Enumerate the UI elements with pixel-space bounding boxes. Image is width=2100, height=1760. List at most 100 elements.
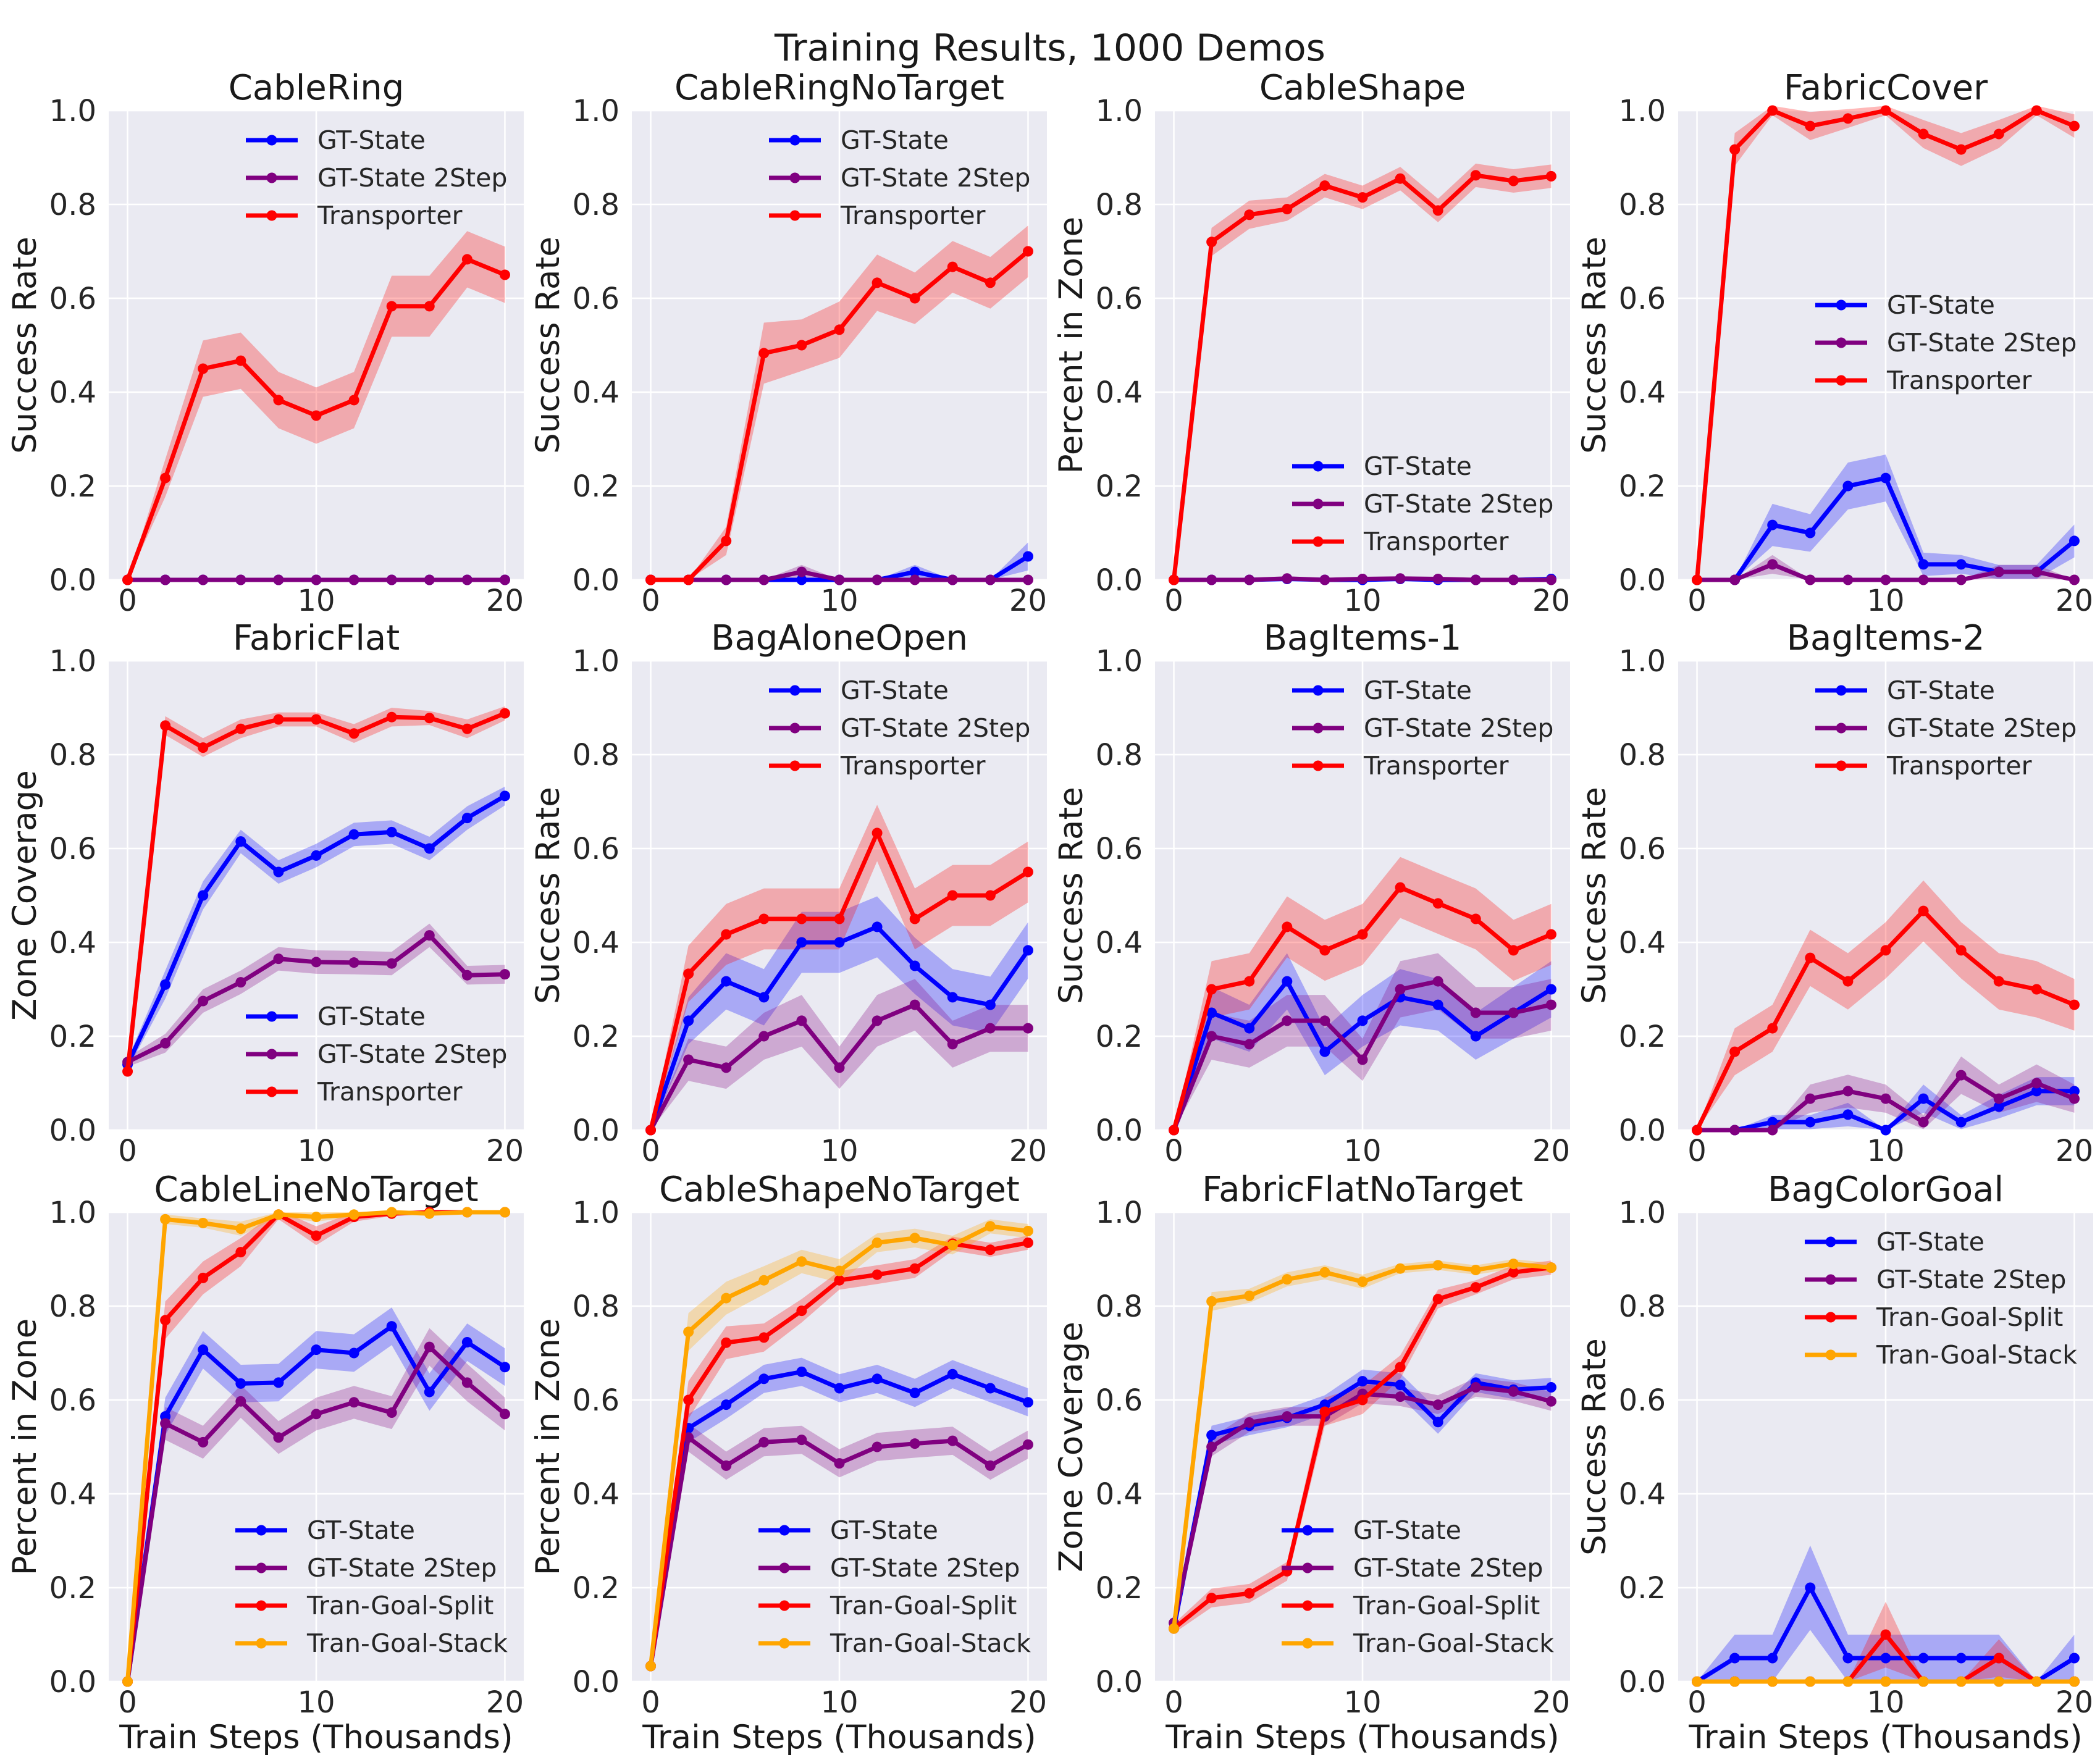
y-tick-label: 0.6 bbox=[573, 832, 620, 866]
legend-label: Transporter bbox=[1886, 366, 2032, 395]
data-point-tran-goal-stack bbox=[311, 1212, 322, 1223]
legend-marker bbox=[266, 210, 277, 221]
data-point-gt-state bbox=[386, 826, 397, 837]
legend-marker bbox=[1836, 685, 1847, 696]
x-tick-label: 0 bbox=[641, 584, 660, 618]
data-point-gt-state bbox=[834, 1383, 845, 1394]
legend-label: Transporter bbox=[840, 201, 986, 230]
x-tick-label: 0 bbox=[1164, 1685, 1183, 1720]
legend-marker bbox=[256, 1525, 267, 1536]
series-band-transporter bbox=[1697, 880, 2075, 1130]
legend-label: GT-State bbox=[1887, 290, 1995, 320]
data-point-gt-state bbox=[1282, 976, 1293, 987]
data-point-gt-state-2step bbox=[424, 1341, 435, 1352]
data-point-gt-state-2step bbox=[872, 1015, 883, 1026]
data-point-transporter bbox=[1206, 237, 1217, 248]
data-point-tran-goal-split bbox=[909, 1263, 920, 1274]
data-point-tran-goal-stack bbox=[198, 1217, 209, 1228]
series-band-gt-state bbox=[650, 896, 1028, 1130]
data-point-tran-goal-split bbox=[1244, 1588, 1255, 1599]
data-point-tran-goal-stack bbox=[160, 1213, 171, 1225]
y-tick-label: 1.0 bbox=[573, 644, 620, 679]
data-point-tran-goal-stack bbox=[1918, 1676, 1929, 1687]
legend-marker bbox=[789, 723, 800, 734]
data-point-gt-state-2step bbox=[1022, 1439, 1033, 1450]
legend-item-gt-state: GT-State bbox=[1282, 1515, 1461, 1545]
data-point-gt-state-2step bbox=[758, 1031, 770, 1042]
data-point-tran-goal-split bbox=[796, 1305, 807, 1317]
data-point-tran-goal-stack bbox=[499, 1207, 510, 1218]
data-point-transporter bbox=[1319, 945, 1330, 956]
data-point-gt-state-2step bbox=[499, 969, 510, 980]
x-tick-label: 10 bbox=[820, 584, 858, 618]
data-point-gt-state bbox=[499, 1362, 510, 1373]
legend-item-gt-state-2step: GT-State 2Step bbox=[1292, 489, 1553, 519]
data-point-gt-state bbox=[796, 574, 807, 585]
data-point-gt-state bbox=[1432, 999, 1443, 1010]
data-point-tran-goal-stack bbox=[1955, 1676, 1967, 1687]
legend-label: GT-State bbox=[307, 1515, 415, 1545]
data-point-transporter bbox=[1470, 170, 1481, 181]
y-axis-label: Zone Coverage bbox=[1052, 1322, 1090, 1572]
data-point-gt-state-2step bbox=[1955, 574, 1967, 585]
panel-title: CableRingNoTarget bbox=[674, 68, 1004, 108]
y-tick-label: 1.0 bbox=[1096, 644, 1143, 679]
legend: GT-State GT-State 2Step Transporter bbox=[246, 125, 507, 230]
legend-marker bbox=[1836, 723, 1847, 734]
data-point-tran-goal-stack bbox=[758, 1275, 770, 1286]
legend-marker bbox=[1302, 1562, 1313, 1574]
data-point-gt-state bbox=[424, 843, 435, 854]
legend-marker bbox=[1836, 337, 1847, 348]
data-point-gt-state-2step bbox=[834, 1458, 845, 1469]
data-point-gt-state bbox=[2068, 535, 2080, 547]
panel-title: FabricFlat bbox=[233, 618, 400, 658]
legend-marker bbox=[1836, 375, 1847, 386]
panel-title: BagItems-1 bbox=[1264, 618, 1462, 658]
data-point-gt-state-2step bbox=[386, 1407, 397, 1418]
series-band-tran-goal-split bbox=[1697, 1601, 2075, 1682]
data-point-gt-state bbox=[947, 1368, 958, 1380]
data-point-transporter bbox=[311, 410, 322, 421]
x-tick-label: 20 bbox=[1532, 1685, 1570, 1720]
data-point-tran-goal-stack bbox=[834, 1265, 845, 1276]
panel-title: CableShapeNoTarget bbox=[659, 1170, 1020, 1210]
data-point-tran-goal-split bbox=[1319, 1406, 1330, 1417]
legend: GT-State GT-State 2Step Transporter bbox=[1292, 451, 1553, 556]
x-tick-label: 10 bbox=[297, 1134, 335, 1168]
legend-marker bbox=[1302, 1525, 1313, 1536]
data-point-transporter bbox=[1022, 866, 1033, 878]
x-tick-label: 10 bbox=[820, 1134, 858, 1168]
x-tick-label: 10 bbox=[297, 1685, 335, 1720]
data-point-tran-goal-stack bbox=[424, 1208, 435, 1219]
data-point-gt-state-2step bbox=[834, 1062, 845, 1073]
legend-label: GT-State 2Step bbox=[307, 1553, 497, 1583]
legend-item-gt-state-2step: GT-State 2Step bbox=[1282, 1553, 1543, 1583]
data-point-gt-state bbox=[985, 999, 996, 1010]
data-point-gt-state bbox=[1918, 1093, 1929, 1104]
data-point-tran-goal-stack bbox=[122, 1676, 133, 1687]
data-point-gt-state-2step bbox=[1395, 1391, 1406, 1402]
data-point-transporter bbox=[2068, 999, 2080, 1010]
data-point-gt-state bbox=[461, 813, 472, 824]
data-point-gt-state bbox=[909, 566, 920, 577]
series-band-transporter bbox=[127, 231, 505, 580]
data-point-transporter bbox=[2031, 984, 2042, 995]
data-point-gt-state bbox=[1918, 559, 1929, 570]
legend: GT-State GT-State 2Step Transporter bbox=[246, 1002, 507, 1107]
legend: GT-State GT-State 2Step Transporter bbox=[1292, 676, 1553, 781]
data-point-tran-goal-stack bbox=[1545, 1262, 1556, 1273]
legend-marker bbox=[1836, 300, 1847, 311]
y-tick-label: 1.0 bbox=[49, 644, 96, 679]
y-tick-label: 1.0 bbox=[573, 94, 620, 128]
data-point-tran-goal-stack bbox=[1880, 1676, 1891, 1687]
y-tick-label: 0.6 bbox=[1096, 282, 1143, 316]
data-point-tran-goal-stack bbox=[1508, 1259, 1519, 1270]
data-point-transporter bbox=[1692, 1125, 1703, 1136]
data-point-gt-state-2step bbox=[273, 574, 284, 585]
panel-title: BagColorGoal bbox=[1768, 1170, 2004, 1210]
data-point-tran-goal-stack bbox=[273, 1209, 284, 1220]
legend-marker bbox=[266, 172, 277, 183]
y-tick-label: 0.2 bbox=[1096, 1020, 1143, 1054]
legend: GT-State GT-State 2Step Transporter bbox=[1815, 290, 2077, 395]
y-tick-label: 0.6 bbox=[1619, 1383, 1666, 1418]
